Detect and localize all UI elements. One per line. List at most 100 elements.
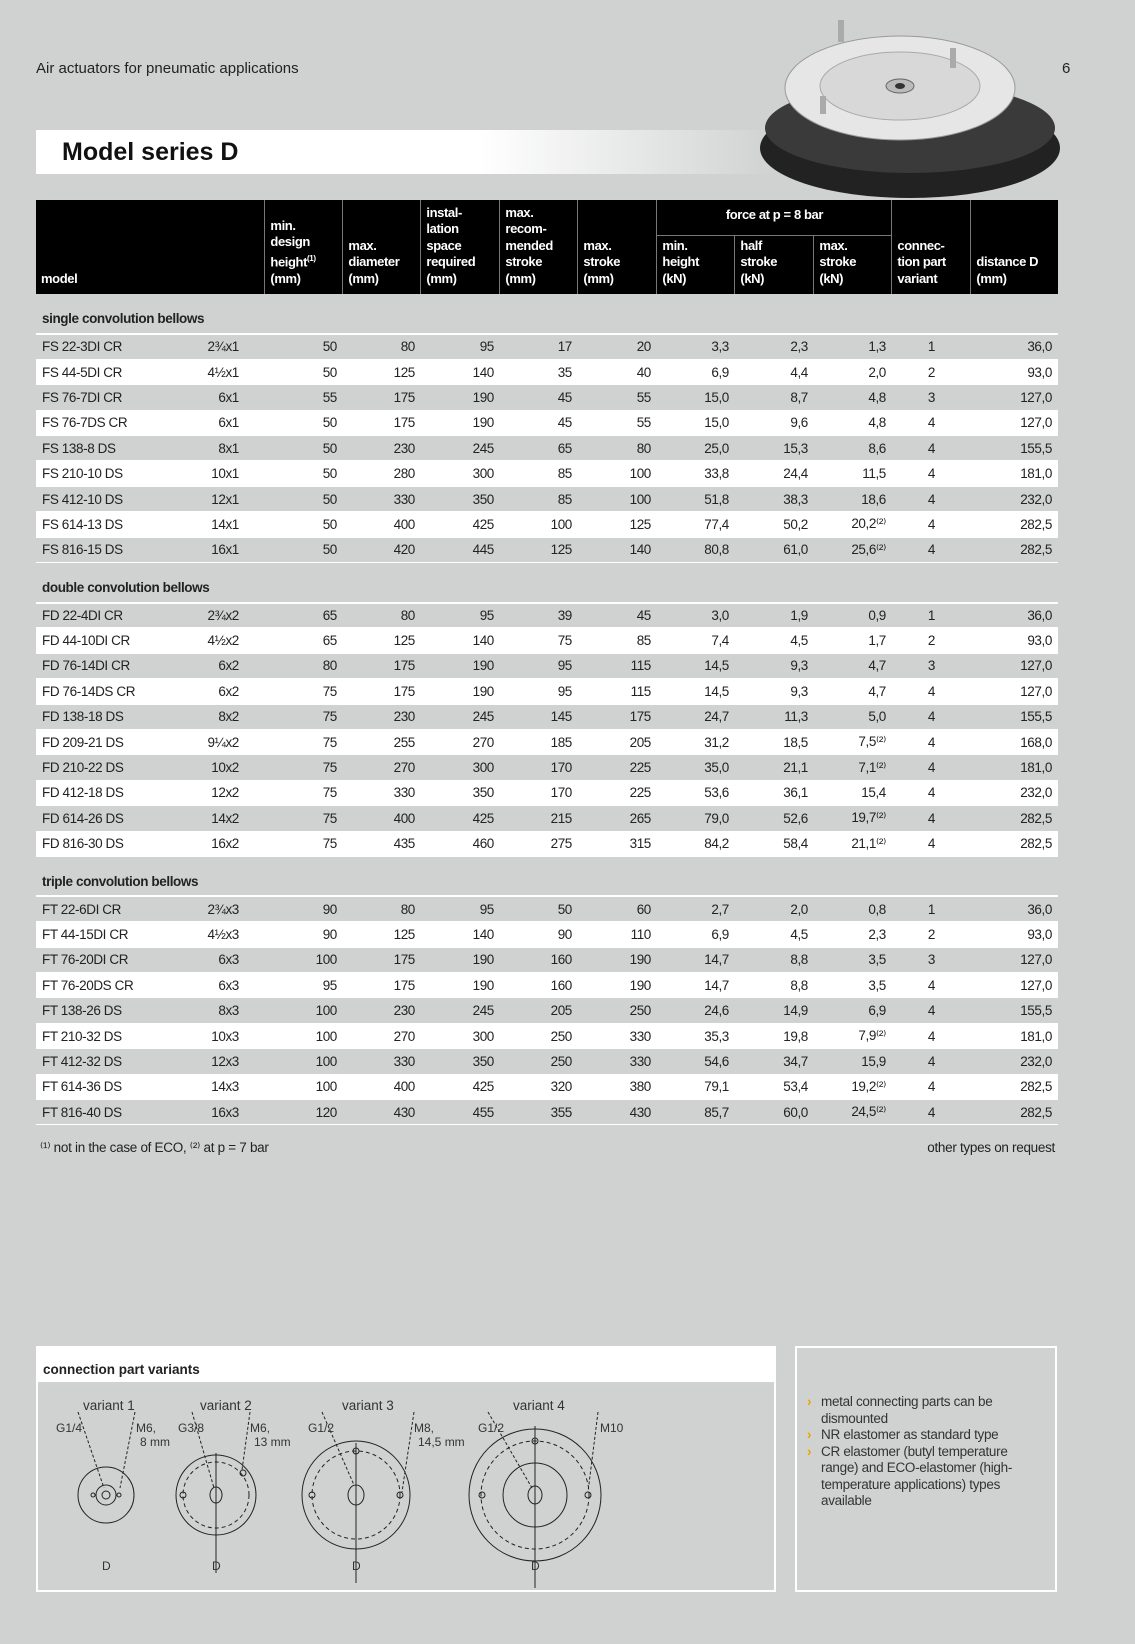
chevron-right-icon: ›: [807, 1443, 812, 1459]
installation-space-cell: 190: [420, 678, 500, 705]
max-diameter-cell: 400: [342, 1074, 421, 1101]
min-design-height-cell: 90: [264, 896, 343, 923]
table-row: FD 614-26 DS 14x2 75 400 425 215 265 79,0 52,6 19…: [36, 805, 1058, 832]
model-cell: FD 210-22 DS: [36, 754, 179, 781]
size-cell: 16x1: [178, 537, 265, 564]
note-item: › NR elastomer as standard type: [807, 1427, 1043, 1444]
section-title: double convolution bellows: [36, 562, 1058, 604]
table-row: FT 44-15DI CR 4½x3 90 125 140 90 110 6,9 4,5 2,3 2…: [36, 921, 1058, 948]
max-diameter-cell: 270: [342, 1023, 421, 1050]
dimension-d-label: D: [531, 1559, 540, 1573]
force-max-stroke-cell: 25,6⁽²⁾: [813, 537, 892, 564]
min-design-height-cell: 100: [264, 1048, 343, 1075]
min-design-height-cell: 95: [264, 972, 343, 999]
min-design-height-cell: 100: [264, 1023, 343, 1050]
distance-d-cell: 155,5: [970, 704, 1058, 730]
variant-1-thread: G1/4: [56, 1421, 82, 1435]
section-title: single convolution bellows: [36, 294, 1058, 335]
size-cell: 8x3: [178, 997, 265, 1024]
force-half-stroke-cell: 38,3: [734, 486, 814, 513]
force-half-stroke-cell: 50,2: [734, 511, 814, 538]
variant-4-label: variant 4: [513, 1398, 565, 1413]
force-max-stroke-cell: 3,5: [813, 972, 892, 999]
force-max-stroke-cell: 8,6: [813, 435, 892, 462]
distance-d-cell: 155,5: [970, 997, 1058, 1024]
installation-space-cell: 140: [420, 627, 500, 654]
size-cell: 10x2: [178, 754, 265, 781]
model-cell: FD 76-14DS CR: [36, 678, 179, 705]
table-row: FT 76-20DS CR 6x3 95 175 190 160 190 14,7 8,8 3,5…: [36, 972, 1058, 999]
force-max-stroke-cell: 4,7: [813, 678, 892, 705]
force-half-stroke-cell: 1,9: [734, 602, 814, 629]
variant-1-bolt-length: 8 mm: [140, 1435, 170, 1449]
model-cell: FD 209-21 DS: [36, 729, 179, 756]
distance-d-cell: 232,0: [970, 486, 1058, 513]
table-row: FD 209-21 DS 9¼x2 75 255 270 185 205 31,2 18,5 7,…: [36, 729, 1058, 756]
force-half-stroke-cell: 11,3: [734, 704, 814, 730]
force-min-height-cell: 35,0: [656, 754, 735, 781]
force-max-stroke-cell: 15,4: [813, 780, 892, 807]
model-cell: FT 412-32 DS: [36, 1048, 179, 1075]
distance-d-cell: 155,5: [970, 435, 1058, 462]
force-half-stroke-cell: 2,0: [734, 896, 814, 923]
force-min-height-cell: 31,2: [656, 729, 735, 756]
page-title: Model series D: [62, 138, 239, 166]
col-connection-variant: connec-tion part variant: [891, 200, 971, 294]
max-stroke-cell: 205: [577, 729, 657, 756]
max-recommended-stroke-cell: 205: [499, 997, 578, 1024]
model-cell: FT 816-40 DS: [36, 1099, 179, 1126]
distance-d-cell: 282,5: [970, 805, 1058, 832]
dimension-d-label: D: [102, 1559, 111, 1573]
min-design-height-cell: 75: [264, 831, 343, 857]
max-diameter-cell: 125: [342, 359, 421, 386]
col-force-half-stroke: half stroke (kN): [734, 235, 814, 294]
force-max-stroke-cell: 18,6: [813, 486, 892, 513]
model-cell: FS 412-10 DS: [36, 486, 179, 513]
force-half-stroke-cell: 15,3: [734, 435, 814, 462]
distance-d-cell: 36,0: [970, 896, 1058, 923]
installation-space-cell: 245: [420, 435, 500, 462]
variant-1-bolt: M6,: [136, 1421, 156, 1435]
air-actuator-photo: [760, 20, 1060, 198]
distance-d-cell: 93,0: [970, 359, 1058, 386]
min-design-height-cell: 90: [264, 921, 343, 948]
footnote: ⁽¹⁾ not in the case of ECO, ⁽²⁾ at p = 7…: [40, 1140, 269, 1155]
max-recommended-stroke-cell: 75: [499, 627, 578, 654]
force-min-height-cell: 2,7: [656, 896, 735, 923]
max-recommended-stroke-cell: 170: [499, 780, 578, 807]
col-model: model: [36, 200, 265, 294]
max-recommended-stroke-cell: 185: [499, 729, 578, 756]
note-item: › CR elastomer (butyl temperature range) …: [807, 1444, 1043, 1510]
max-diameter-cell: 420: [342, 537, 421, 564]
installation-space-cell: 455: [420, 1099, 500, 1126]
size-cell: 6x2: [178, 678, 265, 705]
force-min-height-cell: 14,5: [656, 678, 735, 705]
distance-d-cell: 168,0: [970, 729, 1058, 756]
max-diameter-cell: 125: [342, 627, 421, 654]
table-row: FT 412-32 DS 12x3 100 330 350 250 330 54,6 34,7 1…: [36, 1048, 1058, 1075]
force-max-stroke-cell: 7,9⁽²⁾: [813, 1023, 892, 1050]
min-design-height-cell: 55: [264, 384, 343, 411]
size-cell: 12x1: [178, 486, 265, 513]
section-heading-row: triple convolution bellows: [36, 856, 1058, 898]
max-diameter-cell: 330: [342, 1048, 421, 1075]
model-cell: FD 138-18 DS: [36, 704, 179, 730]
dimension-d-label: D: [212, 1559, 221, 1573]
max-recommended-stroke-cell: 100: [499, 511, 578, 538]
distance-d-cell: 282,5: [970, 1099, 1058, 1126]
section-title: triple convolution bellows: [36, 856, 1058, 898]
force-min-height-cell: 14,7: [656, 972, 735, 999]
force-half-stroke-cell: 52,6: [734, 805, 814, 832]
installation-space-cell: 350: [420, 780, 500, 807]
force-min-height-cell: 79,1: [656, 1074, 735, 1101]
size-cell: 14x3: [178, 1074, 265, 1101]
table-row: FT 138-26 DS 8x3 100 230 245 205 250 24,6 14,9 6,…: [36, 997, 1058, 1024]
force-max-stroke-cell: 4,8: [813, 410, 892, 437]
table-row: FT 22-6DI CR 2¾x3 90 80 95 50 60 2,7 2,0 0,8 1 36,0: [36, 896, 1058, 923]
max-stroke-cell: 55: [577, 410, 657, 437]
model-cell: FS 76-7DI CR: [36, 384, 179, 411]
installation-space-cell: 245: [420, 704, 500, 730]
connection-variant-cell: 1: [891, 602, 971, 629]
min-design-height-cell: 65: [264, 602, 343, 629]
distance-d-cell: 282,5: [970, 1074, 1058, 1101]
